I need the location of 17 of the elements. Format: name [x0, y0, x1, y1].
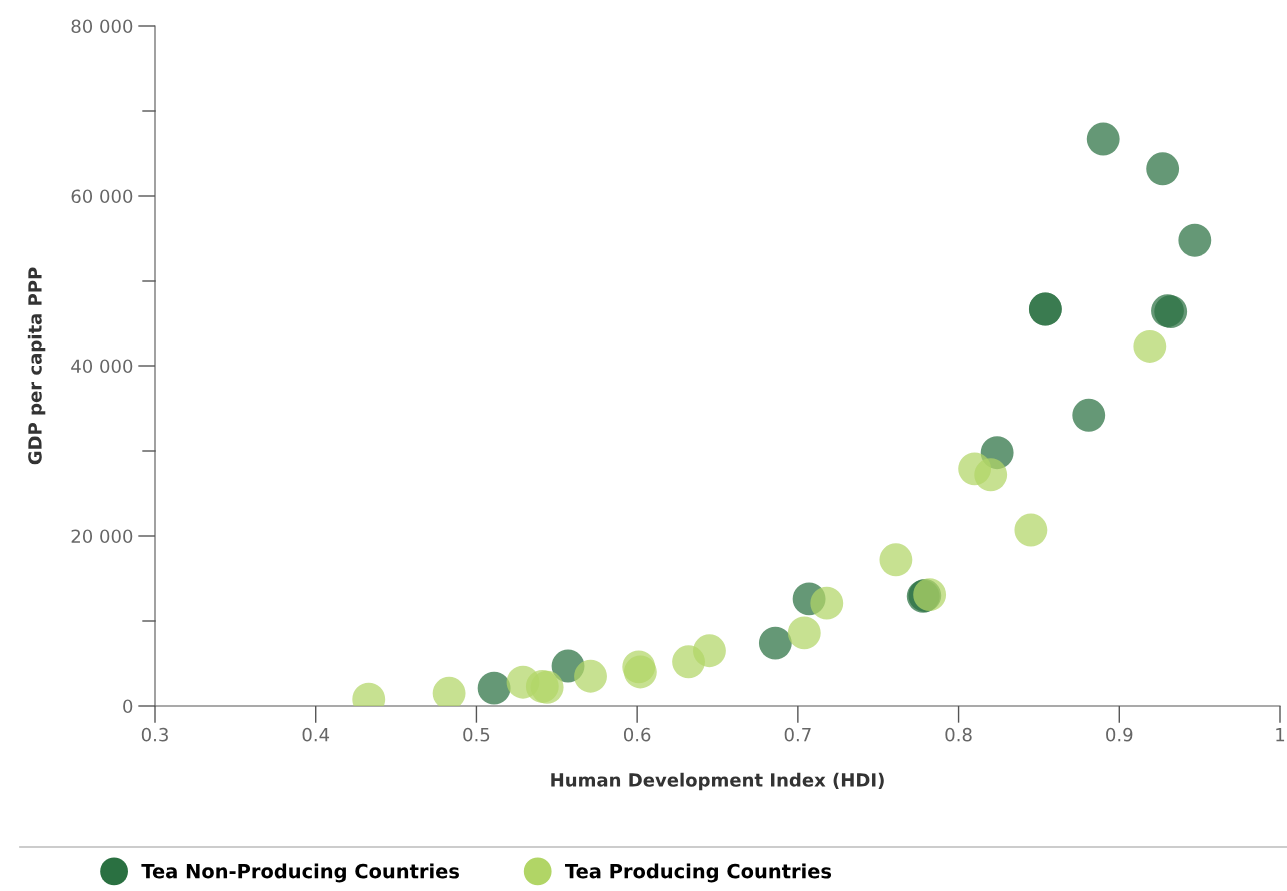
y-tick-label: 40 000 [71, 359, 133, 374]
legend-label: Tea Producing Countries [565, 863, 832, 883]
x-tick-label: 0.4 [302, 727, 330, 742]
y-tick-label: 20 000 [71, 529, 133, 544]
y-tick-label: 80 000 [71, 19, 133, 34]
x-axis-title: Human Development Index (HDI) [551, 772, 884, 791]
y-tick-label: 0 [123, 699, 133, 714]
x-tick-label: 0.5 [463, 727, 490, 742]
y-tick-label: 60 000 [71, 189, 133, 204]
y-axis-title: GDP per capita PPP [27, 267, 46, 465]
x-tick-label: 0.8 [945, 727, 972, 742]
x-tick-label: 1 [1276, 728, 1285, 742]
legend-label: Tea Non-Producing Countries [141, 863, 460, 883]
x-tick-label: 0.3 [141, 727, 168, 742]
x-tick-label: 0.6 [623, 727, 651, 742]
x-tick-label: 0.7 [784, 727, 811, 742]
x-tick-label: 0.9 [1106, 727, 1133, 742]
